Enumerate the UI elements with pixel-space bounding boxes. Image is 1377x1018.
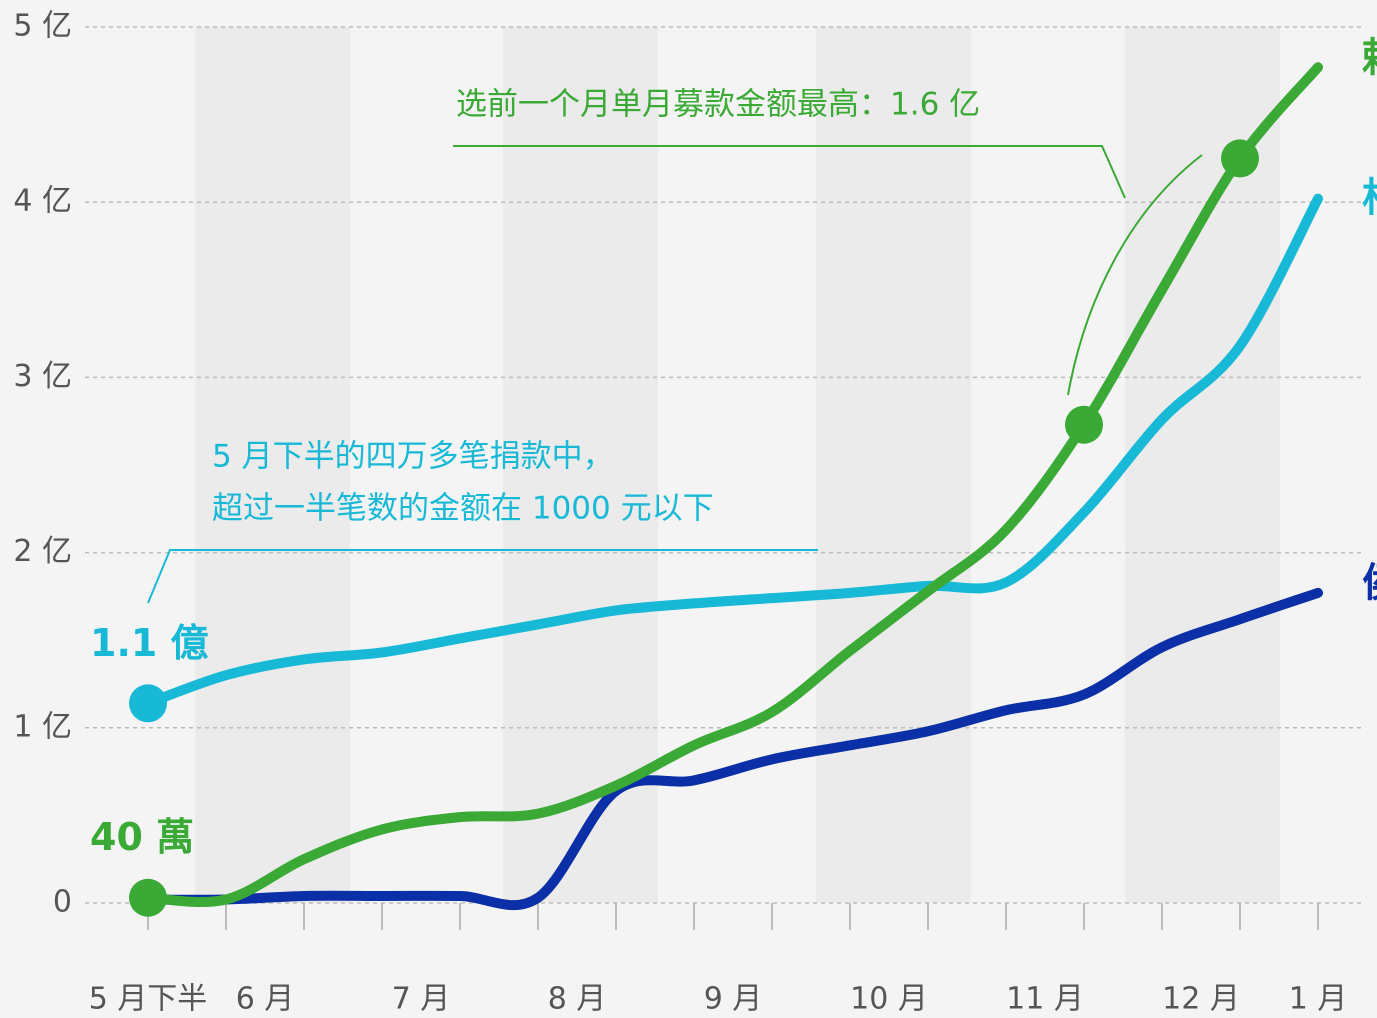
marker [1065,405,1103,444]
marker [129,684,167,723]
x-tick-label: 5 月下半 [89,982,208,1017]
y-tick-label: 4 亿 [13,184,72,219]
y-tick-label: 3 亿 [13,359,72,394]
x-tick-label: 12 月 [1162,982,1240,1017]
band [1125,27,1280,903]
y-tick-label: 2 亿 [13,534,72,569]
marker [129,878,167,917]
series-line [143,62,1323,907]
x-tick-label: 11 月 [1006,982,1084,1017]
leader-line [453,145,1126,199]
x-tick-label: 9 月 [704,982,763,1017]
x-tick-label: 10 月 [850,982,928,1017]
annotation: 选前一个月单月募款金额最高：1.6 亿 [456,87,980,123]
series-line [143,193,1323,709]
x-tick-label: 7 月 [392,982,451,1017]
annotation: 超过一半笔数的金额在 1000 元以下 [212,491,714,527]
y-tick-label: 5 亿 [13,9,72,44]
y-tick-label: 0 [53,885,72,920]
marker-label: 1.1 億 [90,621,209,665]
legend-label: 柯 [1362,175,1377,221]
x-tick-label: 6 月 [236,982,295,1017]
series-line [143,587,1323,911]
band [503,27,658,903]
month-bands [195,27,1280,903]
band [816,27,971,903]
legend-label: 賴 [1362,35,1377,81]
y-tick-label: 1 亿 [13,709,72,744]
annotation: 5 月下半的四万多笔捐款中， [212,439,614,475]
marker-label: 40 萬 [90,815,194,859]
x-tick-label: 8 月 [548,982,607,1017]
legend-label: 侯 [1362,560,1377,606]
band [195,27,350,903]
leader-line [147,549,818,604]
leader-curve [1067,154,1203,396]
x-tick-label: 1 月 [1289,982,1348,1017]
marker [1221,139,1259,178]
